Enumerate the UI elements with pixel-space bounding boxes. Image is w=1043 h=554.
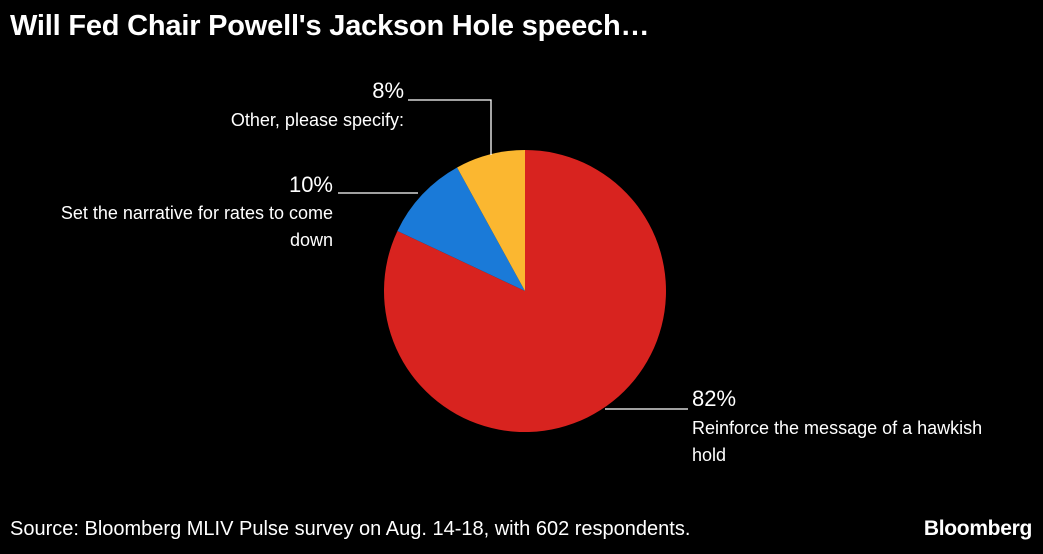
slice-value-other: 8%: [372, 78, 404, 103]
slice-label-reinforce: Reinforce the message of a hawkish: [692, 418, 982, 438]
slice-value-narrative: 10%: [289, 172, 333, 197]
slice-narrative: [397, 167, 525, 291]
slice-label-narrative-line2: down: [290, 230, 333, 250]
leader-lines: [338, 99, 688, 410]
slice-other: [457, 150, 525, 291]
pie-slices: [383, 150, 666, 432]
chart-title: Will Fed Chair Powell's Jackson Hole spe…: [10, 10, 650, 42]
bloomberg-logo: Bloomberg: [923, 517, 1032, 540]
leader-line-other: [408, 99, 492, 155]
source-note: Source: Bloomberg MLIV Pulse survey on A…: [10, 518, 691, 540]
slice-label-narrative: Set the narrative for rates to come: [61, 203, 333, 223]
slice-reinforce: [383, 150, 666, 432]
slice-label-reinforce-line2: hold: [692, 445, 726, 465]
slice-label-other: Other, please specify:: [231, 110, 404, 130]
slice-value-reinforce: 82%: [692, 386, 736, 411]
